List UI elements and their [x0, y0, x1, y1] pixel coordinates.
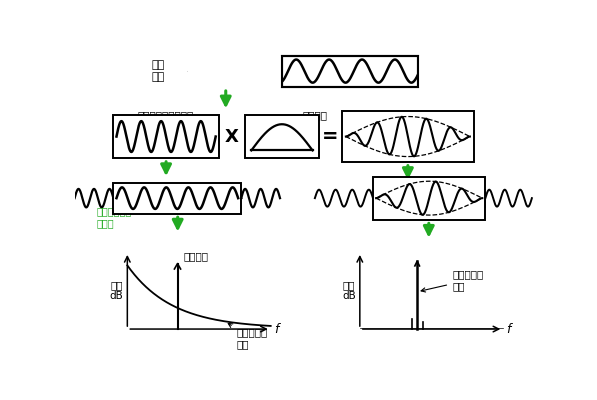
Text: 窗口功能: 窗口功能 — [302, 110, 327, 120]
Text: f: f — [274, 322, 278, 336]
Text: 包含泄漏的
频谱: 包含泄漏的 频谱 — [228, 324, 267, 349]
Bar — [342, 111, 474, 162]
Text: =: = — [322, 127, 338, 146]
Text: 采样得到的时间记录: 采样得到的时间记录 — [138, 110, 194, 120]
Text: 修改的波形: 修改的波形 — [421, 110, 453, 120]
Bar — [282, 56, 418, 86]
Bar — [373, 176, 485, 220]
Text: 真实频谱: 真实频谱 — [184, 251, 209, 261]
Bar — [188, 56, 282, 86]
Text: X: X — [225, 128, 239, 146]
Bar — [113, 115, 219, 158]
Bar — [113, 183, 241, 214]
Text: 对数
dB: 对数 dB — [110, 280, 124, 301]
Text: 减少泄漏的
频谱: 减少泄漏的 频谱 — [421, 270, 484, 292]
Bar — [245, 115, 319, 158]
Text: 初始
信号: 初始 信号 — [152, 60, 165, 82]
Text: 对数
dB: 对数 dB — [342, 280, 356, 301]
Bar — [282, 56, 418, 86]
Text: f: f — [506, 322, 510, 336]
Text: 时间记录中的
间断点: 时间记录中的 间断点 — [96, 206, 131, 228]
Bar — [418, 56, 487, 86]
